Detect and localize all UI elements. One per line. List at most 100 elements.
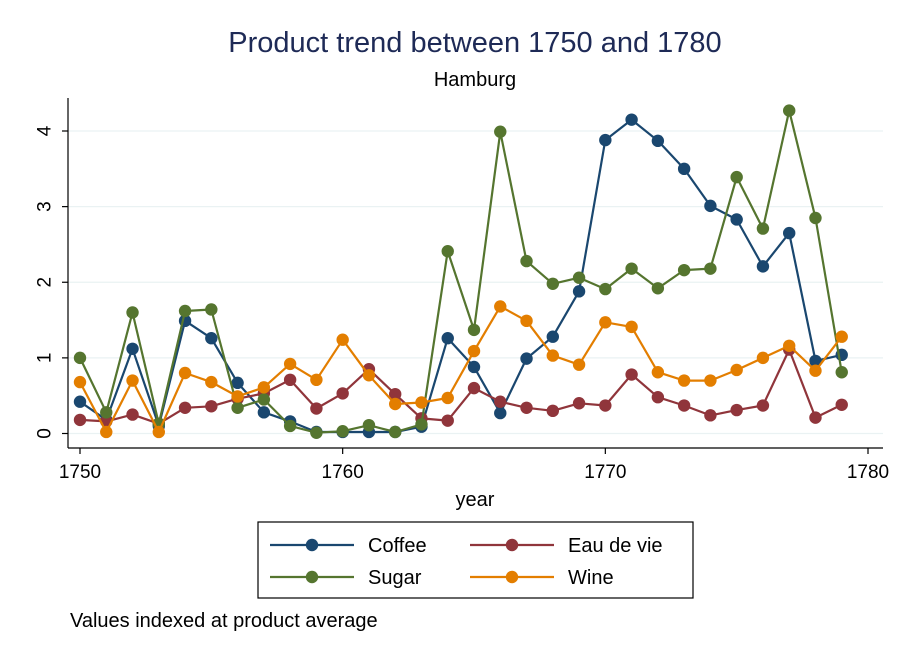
data-point — [336, 425, 349, 438]
legend-marker — [505, 570, 519, 584]
data-point — [730, 363, 743, 377]
data-point — [389, 397, 402, 411]
data-point — [783, 339, 796, 352]
y-tick-label: 0 — [35, 428, 56, 439]
data-point — [257, 381, 271, 394]
legend-box — [257, 521, 694, 599]
data-point — [730, 403, 743, 417]
data-point — [73, 375, 87, 389]
data-point — [205, 375, 218, 389]
data-point — [677, 399, 691, 412]
data-point — [152, 425, 165, 439]
data-point — [677, 374, 691, 387]
data-point — [572, 271, 586, 284]
legend: Coffee Eau de vie Sugar Wine — [257, 521, 694, 599]
data-point — [73, 413, 87, 427]
data-point — [572, 397, 586, 410]
data-point — [310, 373, 323, 387]
data-point — [100, 406, 113, 419]
x-tick-label: 1760 — [322, 462, 364, 483]
chart-note: Values indexed at product average — [70, 610, 378, 632]
data-point — [546, 330, 559, 343]
data-point — [599, 133, 612, 147]
series-wine — [73, 300, 848, 439]
data-point — [520, 352, 533, 365]
data-point — [572, 358, 586, 371]
data-point — [257, 393, 271, 406]
data-point — [625, 320, 638, 334]
data-point — [599, 282, 612, 296]
series-sugar — [73, 104, 848, 439]
legend-label: Wine — [568, 567, 614, 589]
data-point — [126, 374, 139, 387]
data-point — [677, 263, 691, 277]
data-point — [336, 333, 349, 346]
data-point — [835, 330, 848, 343]
data-point — [257, 406, 271, 419]
data-point — [625, 368, 638, 381]
data-point — [283, 357, 297, 371]
legend-label: Coffee — [368, 535, 427, 557]
data-point — [835, 398, 848, 411]
data-point — [389, 425, 402, 439]
data-point — [441, 332, 454, 345]
data-point — [756, 260, 770, 273]
legend-label: Sugar — [368, 567, 422, 589]
legend-item: Eau de vie — [470, 535, 663, 557]
data-point — [73, 351, 87, 365]
data-point — [546, 277, 559, 290]
data-point — [520, 401, 533, 414]
data-point — [704, 374, 717, 387]
data-point — [283, 419, 297, 433]
data-point — [100, 425, 113, 439]
chart-subtitle: Hamburg — [434, 69, 516, 91]
data-point — [599, 316, 612, 329]
data-point — [310, 426, 323, 439]
data-point — [651, 366, 665, 379]
data-point — [651, 282, 665, 295]
data-point — [126, 306, 139, 319]
data-point — [730, 213, 743, 226]
data-point — [730, 170, 743, 184]
data-point — [651, 391, 665, 404]
data-point — [494, 300, 507, 313]
data-point — [467, 381, 481, 395]
data-point — [756, 351, 770, 365]
data-point — [178, 304, 192, 318]
data-point — [809, 211, 822, 225]
data-point — [231, 401, 244, 414]
data-point — [389, 387, 402, 401]
chart-title: Product trend between 1750 and 1780 — [228, 27, 721, 59]
data-point — [756, 222, 770, 235]
data-point — [625, 113, 638, 126]
legend-item: Sugar — [270, 567, 422, 589]
data-point — [599, 399, 612, 412]
x-tick-label: 1780 — [847, 462, 889, 483]
data-point — [467, 344, 481, 358]
data-point — [651, 134, 665, 148]
data-point — [783, 104, 796, 117]
y-tick-label: 3 — [35, 201, 56, 212]
legend-marker — [505, 538, 519, 552]
data-point — [809, 411, 822, 424]
legend-marker — [305, 538, 319, 552]
data-point — [546, 404, 559, 418]
data-point — [520, 314, 533, 328]
data-point — [205, 400, 218, 413]
plot-area — [68, 104, 883, 439]
data-point — [625, 262, 638, 275]
data-point — [231, 390, 244, 403]
data-point — [677, 162, 691, 176]
data-point — [494, 406, 507, 420]
y-tick-label: 2 — [35, 277, 56, 288]
legend-label: Eau de vie — [568, 535, 663, 557]
data-point — [205, 303, 218, 316]
data-point — [415, 396, 428, 409]
data-point — [467, 360, 481, 374]
data-point — [809, 354, 822, 368]
legend-item: Coffee — [270, 535, 427, 557]
data-point — [178, 366, 192, 380]
data-point — [205, 332, 218, 345]
data-point — [441, 414, 454, 427]
